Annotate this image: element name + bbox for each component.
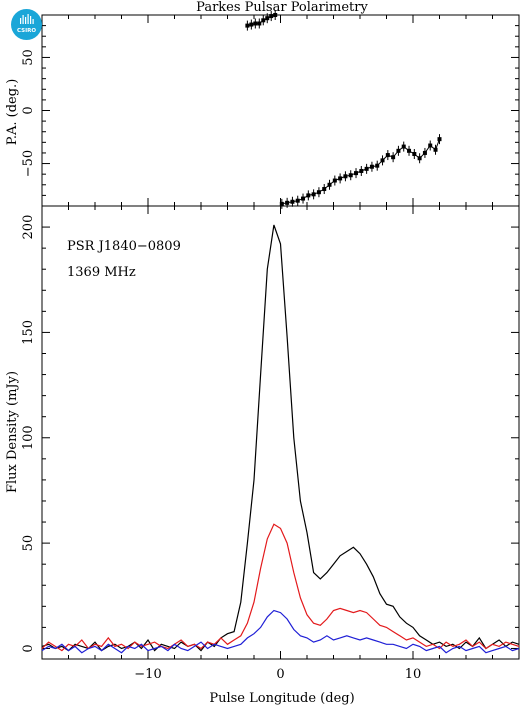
flux-lines — [41, 224, 520, 654]
pa-point — [385, 153, 390, 158]
pa-panel: −50 0 50 P.A. (deg.) — [5, 10, 520, 209]
pa-point — [412, 152, 417, 157]
pa-point — [327, 182, 332, 187]
psr-name-annotation: PSR J1840−0809 — [67, 239, 181, 254]
pa-point — [261, 18, 266, 23]
pa-point — [375, 163, 380, 168]
pa-point — [295, 198, 300, 203]
flux-series-line — [41, 523, 520, 652]
flux-ytick-label: 50 — [21, 535, 36, 552]
pa-point — [245, 23, 250, 28]
pa-point — [343, 174, 348, 179]
pa-point — [249, 22, 254, 27]
pa-point — [273, 13, 278, 17]
pa-point — [364, 166, 369, 171]
pa-ytick-label: 50 — [21, 49, 36, 66]
pa-point — [279, 201, 284, 206]
flux-xlabel: Pulse Longitude (deg) — [209, 691, 354, 706]
flux-xtick-label: 0 — [276, 667, 284, 682]
flux-ytick-label: 150 — [21, 320, 36, 345]
pa-point — [316, 190, 321, 195]
pa-point — [265, 16, 270, 21]
pa-point — [311, 192, 316, 197]
pa-point — [359, 168, 364, 173]
pa-point — [332, 178, 337, 183]
csiro-logo: CSIRO — [11, 9, 42, 40]
pa-point — [428, 143, 433, 148]
pa-point — [253, 21, 258, 26]
frequency-annotation: 1369 MHz — [67, 265, 136, 280]
pa-point — [380, 158, 385, 163]
pa-point — [369, 164, 374, 169]
flux-ytick-label: 100 — [21, 425, 36, 450]
pa-point — [290, 199, 295, 204]
pa-point — [348, 173, 353, 178]
pa-point — [285, 200, 290, 205]
flux-series-line — [41, 609, 520, 654]
flux-xtick-label: −10 — [134, 667, 161, 682]
pa-ytick-label: 0 — [21, 106, 36, 114]
csiro-logo-mark — [20, 14, 34, 24]
pa-point — [301, 196, 306, 201]
flux-ytick-label: 200 — [21, 215, 36, 240]
csiro-logo-text: CSIRO — [16, 28, 37, 34]
pa-ticks: −50 0 50 — [21, 15, 520, 206]
pa-point — [391, 155, 396, 160]
flux-series-line — [41, 224, 520, 652]
pa-point — [437, 137, 442, 142]
flux-xtick-label: 10 — [405, 667, 422, 682]
pa-point — [257, 21, 262, 26]
pa-ylabel: P.A. (deg.) — [5, 79, 20, 146]
pa-point — [322, 187, 327, 192]
pa-point — [269, 14, 274, 19]
pa-point — [338, 176, 343, 181]
chart-title: Parkes Pulsar Polarimetry — [196, 0, 368, 15]
pa-point — [422, 150, 427, 155]
pa-point — [417, 156, 422, 161]
pa-point — [396, 148, 401, 153]
pa-point — [401, 144, 406, 149]
pa-point — [433, 147, 438, 152]
pa-points — [245, 10, 442, 209]
pa-point — [407, 148, 412, 153]
flux-ytick-label: 0 — [21, 644, 36, 652]
pa-point — [354, 171, 359, 176]
pa-panel-frame — [41, 14, 520, 207]
pa-point — [306, 193, 311, 198]
pa-ytick-label: −50 — [21, 150, 36, 177]
flux-ylabel: Flux Density (mJy) — [5, 371, 20, 493]
